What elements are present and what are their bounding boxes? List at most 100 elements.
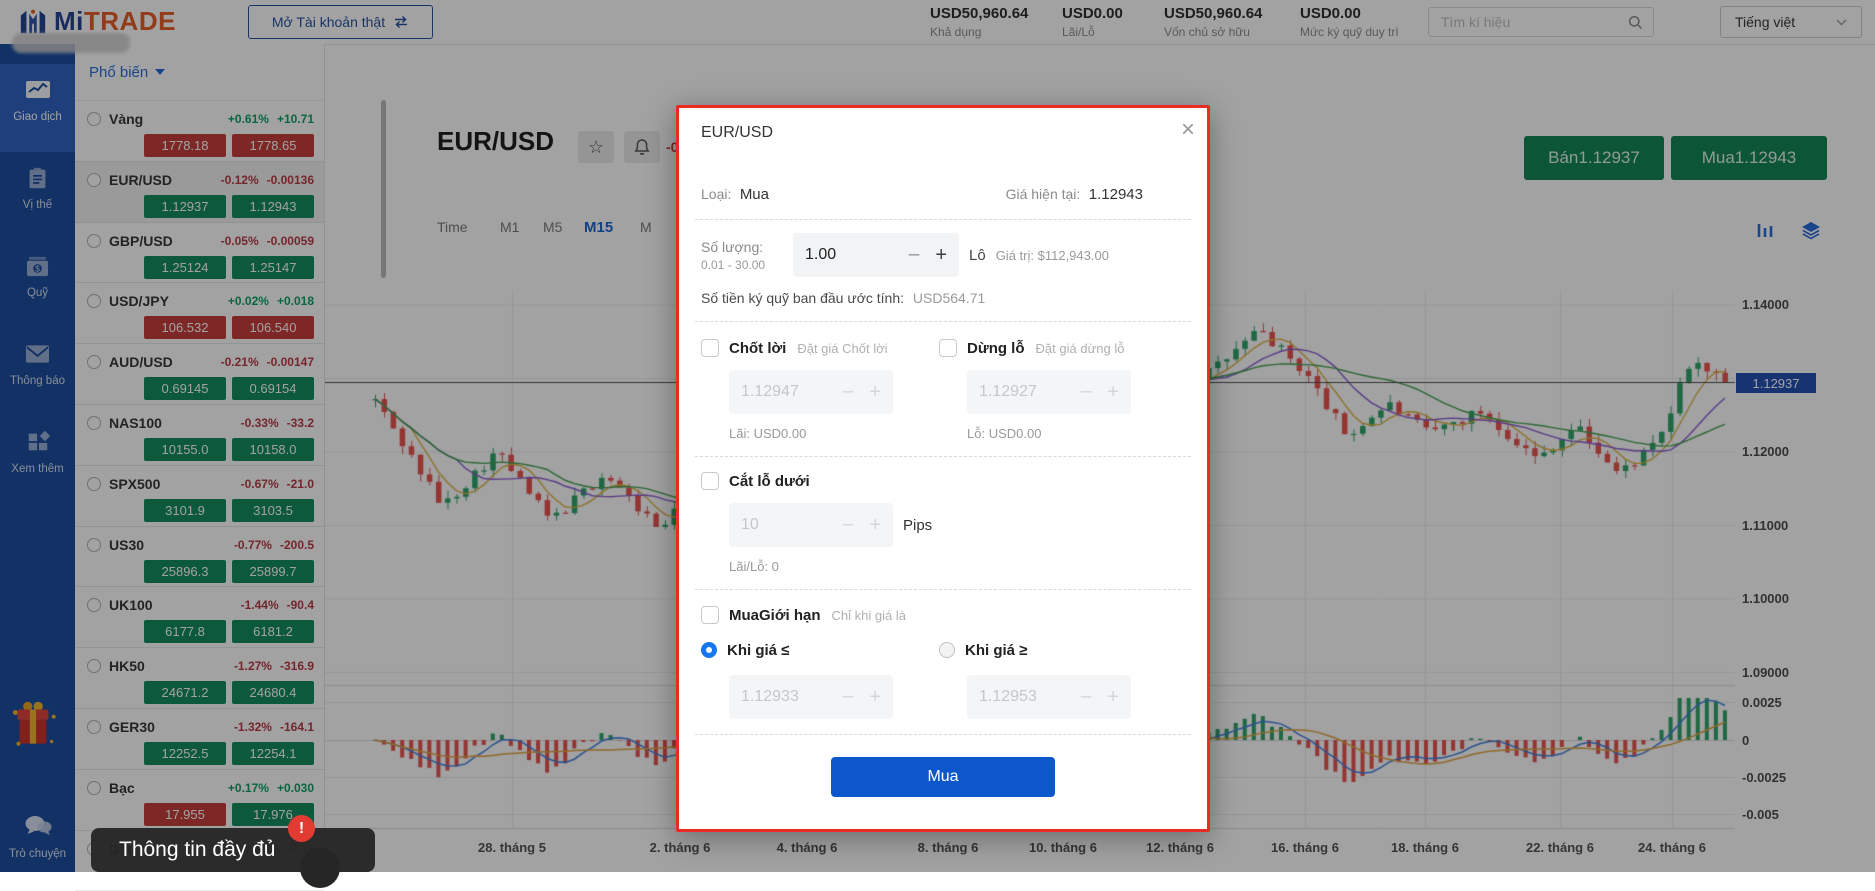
watchlist-row[interactable]: GBP/USD -0.05% -0.00059 1.25124 1.25147 (75, 223, 324, 284)
watchlist-row[interactable]: AUD/USD -0.21% -0.00147 0.69145 0.69154 (75, 344, 324, 405)
limit-above-block: Khi giá ≥ – + (939, 626, 1177, 719)
search-input[interactable] (1439, 13, 1628, 31)
sell-button[interactable]: Bán1.12937 (1524, 136, 1664, 180)
watchlist-row[interactable]: UK100 -1.44% -90.4 6177.8 6181.2 (75, 587, 324, 649)
quantity-plus-button[interactable]: + (935, 243, 947, 266)
open-real-account-button[interactable]: Mở Tài khoản thật (248, 5, 433, 39)
watchlist-row[interactable]: NAS100 -0.33% -33.2 10155.0 10158.0 (75, 405, 324, 466)
instrument-change-pct: -0.67% (240, 476, 279, 491)
stat-label: Vốn chủ sở hữu (1164, 25, 1250, 39)
watchlist-row[interactable]: SPX500 -0.67% -21.0 3101.9 3103.5 (75, 466, 324, 527)
chart-type-button[interactable] (1796, 216, 1826, 244)
buy-price-chip[interactable]: 1778.65 (232, 134, 314, 157)
sell-price-chip[interactable]: 1.12937 (144, 194, 226, 218)
buy-price-chip[interactable]: 1.12943 (232, 194, 314, 218)
buy-price-chip[interactable]: 3103.5 (232, 498, 314, 522)
watchlist-row[interactable]: EUR/USD -0.12% -0.00136 1.12937 1.12943 (75, 161, 324, 223)
buy-price-chip[interactable]: 25899.7 (232, 559, 314, 583)
sidebar-item-thông-báo[interactable]: Thông báo (0, 328, 75, 416)
stop-loss-input (979, 383, 1043, 401)
favorite-button[interactable]: ☆ (578, 131, 614, 163)
instrument-radio-icon[interactable] (87, 659, 101, 674)
timeframe-m[interactable]: M (640, 219, 652, 235)
sell-price-chip[interactable]: 10155.0 (144, 437, 226, 461)
take-profit-checkbox[interactable] (701, 339, 719, 357)
sell-price-chip[interactable]: 25896.3 (144, 559, 226, 583)
account-stat: USD0.00 Mức ký quỹ duy trì (1300, 5, 1420, 39)
watchlist-row[interactable]: Vàng +0.61% +10.71 1778.18 1778.65 (75, 101, 324, 162)
instrument-radio-icon[interactable] (87, 719, 101, 734)
date-axis-label: 16. tháng 6 (1271, 840, 1339, 855)
buy-price-chip[interactable]: 6181.2 (232, 620, 314, 644)
buy-price-chip[interactable]: 10158.0 (232, 437, 314, 461)
instrument-radio-icon[interactable] (87, 112, 101, 126)
lot-label: Lô (969, 246, 986, 264)
sidebar-item-xem-thêm[interactable]: Xem thêm (0, 416, 75, 504)
order-value: Giá trị: $112,943.00 (996, 248, 1109, 263)
sell-price-chip[interactable]: 24671.2 (144, 681, 226, 705)
sell-price-chip[interactable]: 1778.18 (144, 134, 226, 157)
limit-order-checkbox[interactable] (701, 606, 719, 624)
buy-button[interactable]: Mua1.12943 (1671, 136, 1827, 180)
date-axis-label: 4. tháng 6 (776, 840, 838, 855)
quantity-input[interactable] (805, 246, 869, 264)
instrument-change-abs: -0.00059 (266, 233, 314, 248)
sell-price-chip[interactable]: 0.69145 (144, 377, 226, 401)
price-above-radio[interactable] (939, 642, 955, 658)
watchlist-scrollbar[interactable] (381, 100, 386, 278)
sell-price-chip[interactable]: 1.25124 (144, 255, 226, 279)
timeframe-m15[interactable]: M15 (584, 219, 614, 236)
sell-price-chip[interactable]: 12252.5 (144, 741, 226, 765)
instrument-change-abs: +10.71 (276, 112, 314, 126)
instrument-radio-icon[interactable] (87, 415, 101, 430)
timeframe-m1[interactable]: M1 (500, 219, 520, 235)
stop-loss-checkbox[interactable] (939, 339, 957, 357)
buy-price-chip[interactable]: 12254.1 (232, 741, 314, 765)
price-below-radio[interactable] (701, 642, 717, 658)
instrument-radio-icon[interactable] (87, 537, 101, 552)
sell-price-chip[interactable]: 17.955 (144, 802, 226, 826)
sidebar-item-giao-dịch[interactable]: Giao dịch (0, 64, 75, 152)
sell-price-chip[interactable]: 106.532 (144, 316, 226, 340)
sell-price-chip[interactable]: 6177.8 (144, 620, 226, 644)
indicators-button[interactable] (1750, 216, 1780, 244)
instrument-radio-icon[interactable] (87, 172, 101, 187)
instrument-radio-icon[interactable] (87, 476, 101, 491)
instrument-radio-icon[interactable] (87, 598, 101, 613)
date-axis-label: 10. tháng 6 (1029, 840, 1097, 855)
language-selector[interactable]: Tiếng việt (1720, 6, 1862, 38)
watchlist-filter[interactable]: Phổ biến (75, 44, 324, 101)
watchlist-row[interactable]: HK50 -1.27% -316.9 24671.2 24680.4 (75, 648, 324, 709)
buy-price-chip[interactable]: 1.25147 (232, 255, 314, 279)
timeframe-m5[interactable]: M5 (543, 219, 563, 235)
instrument-change-abs: -316.9 (279, 659, 314, 674)
alert-button[interactable] (624, 131, 660, 163)
trailing-stop-checkbox[interactable] (701, 472, 719, 490)
limit-above-stepper: – + (967, 675, 1131, 719)
sidebar-item-quỹ[interactable]: $ Quỹ (0, 240, 75, 328)
watchlist-row[interactable]: US30 -0.77% -200.5 25896.3 25899.7 (75, 527, 324, 588)
promotion-gift-button[interactable] (10, 696, 58, 759)
stop-loss-label: Dừng lỗ (967, 339, 1025, 357)
sidebar-item-vị-thế[interactable]: Vị thế (0, 152, 75, 240)
buy-price-chip[interactable]: 24680.4 (232, 681, 314, 705)
watchlist-row[interactable]: GER30 -1.32% -164.1 12252.5 12254.1 (75, 709, 324, 770)
close-icon[interactable]: × (1180, 116, 1195, 143)
instrument-radio-icon[interactable] (87, 355, 101, 370)
instrument-radio-icon[interactable] (87, 294, 101, 309)
take-profit-block: Chốt lời Đặt giá Chốt lời – + Lãi: USD0.… (701, 337, 939, 441)
symbol-search[interactable] (1428, 7, 1654, 37)
trailing-stop-input (741, 516, 805, 534)
watchlist-row[interactable]: USD/JPY +0.02% +0.018 106.532 106.540 (75, 283, 324, 345)
timeframe-time[interactable]: Time (437, 219, 468, 235)
buy-price-chip[interactable]: 0.69154 (232, 377, 314, 401)
instrument-radio-icon[interactable] (87, 780, 101, 795)
sell-price-chip[interactable]: 3101.9 (144, 498, 226, 522)
chat-support-button[interactable]: Trò chuyện (0, 814, 75, 860)
submit-buy-button[interactable]: Mua (831, 757, 1055, 797)
buy-price-chip[interactable]: 106.540 (232, 316, 314, 340)
quantity-minus-button[interactable]: – (908, 244, 920, 265)
instrument-radio-icon[interactable] (87, 233, 101, 248)
modal-title: EUR/USD (701, 124, 774, 141)
instrument-change-pct: -0.12% (220, 172, 259, 187)
